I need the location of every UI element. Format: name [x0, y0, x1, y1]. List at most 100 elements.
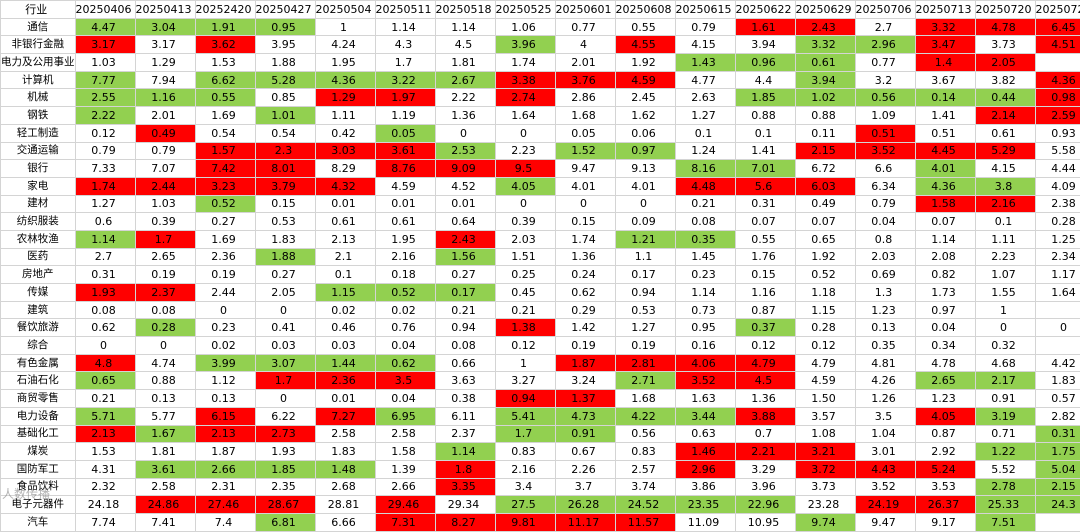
value-cell[interactable]: 2.74 — [495, 89, 555, 107]
column-header-date[interactable]: 20250518 — [435, 1, 495, 19]
value-cell[interactable]: 1.63 — [675, 390, 735, 408]
value-cell[interactable] — [1035, 301, 1080, 319]
value-cell[interactable]: 1.3 — [855, 284, 915, 302]
industry-name[interactable]: 计算机 — [1, 71, 76, 89]
value-cell[interactable]: 3.73 — [795, 478, 855, 496]
value-cell[interactable]: 0.02 — [315, 301, 375, 319]
value-cell[interactable]: 2.37 — [435, 425, 495, 443]
value-cell[interactable]: 0.65 — [795, 230, 855, 248]
value-cell[interactable]: 0.1 — [315, 266, 375, 284]
value-cell[interactable]: 5.77 — [135, 407, 195, 425]
value-cell[interactable]: 28.81 — [315, 496, 375, 514]
value-cell[interactable]: 7.33 — [75, 160, 135, 178]
value-cell[interactable]: 3.5 — [375, 372, 435, 390]
value-cell[interactable]: 2.67 — [435, 71, 495, 89]
value-cell[interactable]: 0.32 — [975, 337, 1035, 355]
value-cell[interactable]: 4 — [555, 36, 615, 54]
value-cell[interactable]: 4.74 — [135, 354, 195, 372]
value-cell[interactable]: 3.99 — [195, 354, 255, 372]
value-cell[interactable]: 0.08 — [75, 301, 135, 319]
value-cell[interactable]: 0.97 — [615, 142, 675, 160]
value-cell[interactable]: 3.01 — [855, 443, 915, 461]
value-cell[interactable]: 1.16 — [735, 284, 795, 302]
value-cell[interactable]: 0.09 — [615, 213, 675, 231]
value-cell[interactable]: 1.7 — [375, 54, 435, 72]
value-cell[interactable]: 0.19 — [615, 337, 675, 355]
value-cell[interactable]: 1.36 — [735, 390, 795, 408]
value-cell[interactable]: 2.01 — [135, 107, 195, 125]
value-cell[interactable]: 0.61 — [375, 213, 435, 231]
value-cell[interactable]: 2.16 — [975, 195, 1035, 213]
value-cell[interactable]: 3.95 — [255, 36, 315, 54]
industry-name[interactable]: 电力设备 — [1, 407, 76, 425]
value-cell[interactable]: 0.94 — [495, 390, 555, 408]
value-cell[interactable]: 0.35 — [855, 337, 915, 355]
value-cell[interactable]: 2.23 — [495, 142, 555, 160]
value-cell[interactable]: 4.43 — [855, 460, 915, 478]
value-cell[interactable]: 4.26 — [855, 372, 915, 390]
value-cell[interactable]: 4.48 — [675, 177, 735, 195]
value-cell[interactable]: 26.37 — [915, 496, 975, 514]
value-cell[interactable]: 1.23 — [855, 301, 915, 319]
value-cell[interactable]: 0.77 — [855, 54, 915, 72]
industry-name[interactable]: 汽车 — [1, 513, 76, 531]
value-cell[interactable]: 2.13 — [315, 230, 375, 248]
value-cell[interactable]: 0.21 — [75, 390, 135, 408]
value-cell[interactable]: 2.14 — [975, 107, 1035, 125]
value-cell[interactable]: 4.05 — [495, 177, 555, 195]
value-cell[interactable]: 0.1 — [735, 124, 795, 142]
value-cell[interactable]: 0.62 — [555, 284, 615, 302]
value-cell[interactable]: 0 — [615, 195, 675, 213]
value-cell[interactable]: 3.62 — [195, 36, 255, 54]
value-cell[interactable]: 1.93 — [255, 443, 315, 461]
value-cell[interactable]: 3.61 — [375, 142, 435, 160]
value-cell[interactable]: 8.76 — [375, 160, 435, 178]
industry-name[interactable]: 建筑 — [1, 301, 76, 319]
value-cell[interactable]: 3.2 — [855, 71, 915, 89]
value-cell[interactable]: 0.02 — [375, 301, 435, 319]
value-cell[interactable]: 1.69 — [195, 230, 255, 248]
value-cell[interactable]: 1.14 — [375, 18, 435, 36]
industry-name[interactable]: 轻工制造 — [1, 124, 76, 142]
value-cell[interactable]: 2.86 — [555, 89, 615, 107]
value-cell[interactable]: 2.82 — [1035, 407, 1080, 425]
value-cell[interactable]: 9.09 — [435, 160, 495, 178]
value-cell[interactable]: 3.03 — [315, 142, 375, 160]
value-cell[interactable] — [1035, 54, 1080, 72]
value-cell[interactable]: 0.79 — [855, 195, 915, 213]
value-cell[interactable]: 3.32 — [915, 18, 975, 36]
value-cell[interactable]: 2.43 — [435, 230, 495, 248]
value-cell[interactable]: 3.57 — [795, 407, 855, 425]
value-cell[interactable]: 1.27 — [615, 319, 675, 337]
industry-name[interactable]: 传媒 — [1, 284, 76, 302]
value-cell[interactable]: 1.92 — [795, 248, 855, 266]
value-cell[interactable]: 1.87 — [555, 354, 615, 372]
value-cell[interactable]: 1.85 — [255, 460, 315, 478]
value-cell[interactable]: 4.59 — [375, 177, 435, 195]
value-cell[interactable]: 3.24 — [555, 372, 615, 390]
value-cell[interactable]: 24.52 — [615, 496, 675, 514]
value-cell[interactable]: 1.39 — [375, 460, 435, 478]
value-cell[interactable]: 4.73 — [555, 407, 615, 425]
value-cell[interactable]: 8.29 — [315, 160, 375, 178]
value-cell[interactable]: 0.13 — [195, 390, 255, 408]
value-cell[interactable]: 8.16 — [675, 160, 735, 178]
value-cell[interactable]: 1.17 — [1035, 266, 1080, 284]
value-cell[interactable]: 0.08 — [675, 213, 735, 231]
value-cell[interactable]: 6.15 — [195, 407, 255, 425]
value-cell[interactable]: 4.5 — [435, 36, 495, 54]
value-cell[interactable]: 4.47 — [75, 18, 135, 36]
value-cell[interactable]: 0 — [555, 195, 615, 213]
value-cell[interactable]: 4.09 — [1035, 177, 1080, 195]
column-header-date[interactable]: 20250504 — [315, 1, 375, 19]
industry-name[interactable]: 机械 — [1, 89, 76, 107]
value-cell[interactable]: 7.31 — [375, 513, 435, 531]
value-cell[interactable]: 0 — [1035, 319, 1080, 337]
value-cell[interactable]: 0.17 — [435, 284, 495, 302]
value-cell[interactable]: 0.93 — [1035, 124, 1080, 142]
value-cell[interactable]: 1.69 — [195, 107, 255, 125]
value-cell[interactable]: 1.61 — [735, 18, 795, 36]
value-cell[interactable]: 0.44 — [975, 89, 1035, 107]
value-cell[interactable]: 1.91 — [195, 18, 255, 36]
value-cell[interactable]: 0.19 — [135, 266, 195, 284]
